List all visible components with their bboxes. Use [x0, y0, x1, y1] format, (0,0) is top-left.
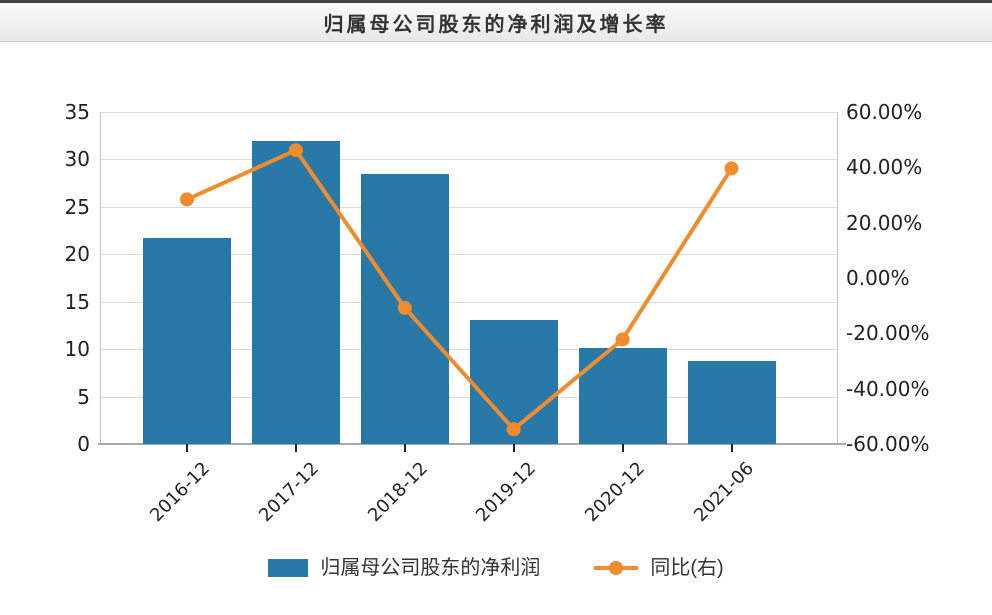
right-axis-tick-label: 40.00%	[846, 155, 923, 180]
right-axis-tick-label: 60.00%	[846, 100, 923, 124]
x-axis-tick-mark	[621, 444, 624, 452]
legend-line-dot-icon	[609, 561, 624, 575]
bar-2016-12	[143, 238, 231, 444]
x-axis-line	[98, 443, 846, 445]
growth-line	[186, 147, 734, 433]
left-axis-tick-label: 35	[64, 100, 90, 124]
line-point-2020-12	[615, 332, 630, 347]
legend-item-net-profit: 归属母公司股东的净利润	[268, 556, 540, 580]
left-axis-tick-label: 10	[64, 337, 90, 362]
left-axis-tick-label: 5	[77, 384, 90, 409]
x-axis-tick-mark	[730, 444, 733, 452]
line-point-2019-12	[506, 422, 521, 437]
gridline	[100, 206, 837, 208]
gridline	[100, 301, 837, 303]
left-axis-tick-label: 15	[64, 289, 90, 314]
legend-item-yoy: 同比(右)	[594, 556, 724, 580]
legend-bar-swatch-icon	[268, 559, 309, 577]
title-bar: 归属母公司股东的净利润及增长率	[0, 0, 992, 42]
gridline	[100, 349, 837, 351]
legend-label-net-profit: 归属母公司股东的净利润	[320, 557, 541, 579]
line-point-2021-06	[724, 161, 739, 176]
line-point-2016-12	[180, 192, 194, 207]
gridline	[100, 112, 837, 113]
gridline	[100, 396, 837, 398]
right-axis-tick-label: 0.00%	[846, 266, 910, 290]
y-axis-line-left	[100, 112, 101, 444]
legend-line-marker-icon	[594, 561, 639, 575]
left-axis-tick-label: 20	[64, 242, 90, 267]
right-axis-tick-label: -40.00%	[846, 376, 930, 401]
left-axis-tick-label: 25	[64, 194, 90, 219]
x-axis-tick-mark	[403, 444, 406, 452]
legend: 归属母公司股东的净利润 同比(右)	[0, 550, 992, 586]
page-title: 归属母公司股东的净利润及增长率	[323, 13, 669, 36]
right-axis-tick-label: -60.00%	[846, 432, 930, 456]
left-axis-tick-label: 30	[64, 147, 90, 172]
gridline	[100, 254, 837, 256]
line-point-2017-12	[288, 143, 303, 158]
x-axis-tick-mark	[186, 444, 188, 452]
x-axis-tick-mark	[512, 444, 515, 452]
bar-2021-06	[687, 360, 776, 444]
left-axis-tick-label: 0	[77, 432, 90, 456]
right-axis-tick-label: 20.00%	[846, 210, 923, 235]
gridline	[100, 159, 837, 161]
legend-label-yoy: 同比(右)	[650, 557, 724, 579]
x-axis-tick-mark	[294, 444, 297, 452]
line-point-2018-12	[397, 300, 412, 315]
right-axis-tick-label: -20.00%	[846, 321, 930, 346]
y-axis-line-right	[837, 112, 838, 444]
